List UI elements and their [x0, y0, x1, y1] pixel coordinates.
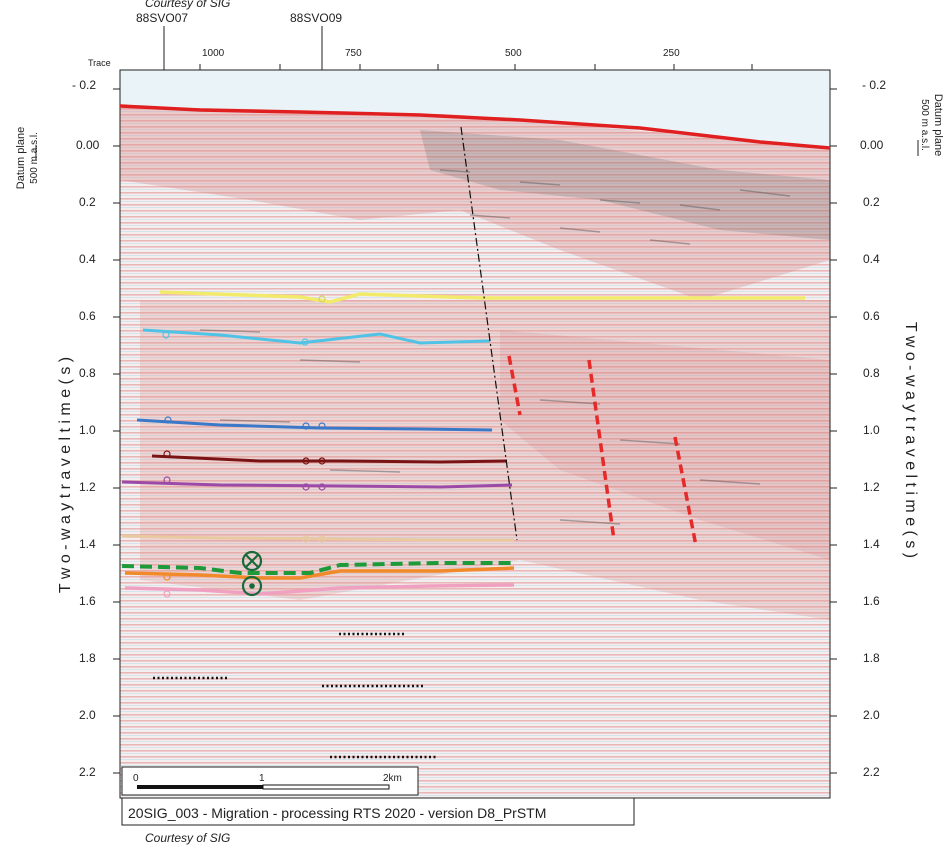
scale-bar-label: 1 [259, 773, 265, 784]
scale-bar-label: 2km [383, 773, 402, 784]
well-tie-markers [162, 295, 326, 598]
fault-red-dashed [507, 355, 522, 416]
scale-bar: 0 1 2km [121, 766, 419, 796]
time-tick-label: 1.6 [79, 594, 96, 608]
horizon-purple [121, 480, 513, 489]
time-tick-label: 1.8 [79, 651, 96, 665]
caption-box: 20SIG_003 - Migration - processing RTS 2… [121, 797, 635, 826]
trace-tick-label: 250 [663, 48, 680, 59]
trace-tick-label: 500 [505, 48, 522, 59]
well-88svo09-label: 88SVO09 [290, 11, 342, 25]
time-tick-label: 2.2 [863, 765, 880, 779]
time-tick-label: 1.4 [863, 537, 880, 551]
fault-red-dashed [673, 436, 698, 547]
time-tick-label: 0.00 [860, 138, 884, 152]
deep-reflector-dotted [153, 632, 438, 759]
topography-line [119, 104, 831, 150]
left-time-ticks [113, 88, 120, 774]
horizon-maroon [151, 454, 508, 464]
datum-plane-right: Datum plane 500 m a.s.l. [919, 94, 944, 156]
horizon-yellow [159, 290, 805, 304]
svg-text:Datum plane: Datum plane [932, 94, 944, 156]
trace-tick-label: 750 [345, 48, 362, 59]
time-tick-label: 0.6 [79, 309, 96, 323]
time-tick-label: 0.6 [863, 309, 880, 323]
right-time-ticks [830, 88, 837, 774]
courtesy-bottom-label: Courtesy of SIG [145, 831, 230, 845]
time-tick-label: - 0.2 [72, 78, 96, 92]
left-time-labels: - 0.2 0.00 0.2 0.4 0.6 0.8 1.0 1.2 1.4 1… [72, 78, 100, 779]
time-tick-label: 1.6 [863, 594, 880, 608]
time-tick-label: - 0.2 [862, 78, 886, 92]
well-88svo07-label: 88SVO07 [136, 11, 188, 25]
horizon-cyan [142, 328, 491, 345]
time-tick-label: 1.0 [79, 423, 96, 437]
datum-plane-left: Datum plane 500 m a.s.l. [15, 127, 40, 189]
left-axis-title: T w o - w a y t r a v e l t i m e ( s ) [57, 357, 74, 593]
trace-tick-marks [199, 64, 753, 70]
horizon-pink [124, 583, 515, 596]
svg-text:Datum plane: Datum plane [15, 127, 27, 189]
time-tick-label: 0.8 [79, 366, 96, 380]
time-tick-label: 0.2 [863, 195, 880, 209]
scale-bar-label: 0 [133, 773, 139, 784]
time-tick-label: 2.0 [863, 708, 880, 722]
time-tick-label: 0.8 [863, 366, 880, 380]
horizon-orange [124, 566, 515, 580]
time-tick-label: 0.00 [76, 138, 100, 152]
right-time-labels: - 0.2 0.00 0.2 0.4 0.6 0.8 1.0 1.2 1.4 1… [860, 78, 886, 779]
time-tick-label: 1.0 [863, 423, 880, 437]
time-tick-label: 2.0 [79, 708, 96, 722]
time-tick-label: 0.2 [79, 195, 96, 209]
seismic-image [120, 70, 830, 798]
time-tick-label: 2.2 [79, 765, 96, 779]
trace-tick-label: 1000 [202, 48, 225, 59]
courtesy-top-label: Courtesy of SIG [145, 0, 230, 10]
time-tick-label: 1.8 [863, 651, 880, 665]
time-tick-label: 0.4 [79, 252, 96, 266]
time-tick-label: 1.2 [79, 480, 96, 494]
caption-text: 20SIG_003 - Migration - processing RTS 2… [128, 805, 546, 821]
fault-red-dashed [587, 359, 616, 541]
circle-cross-icon [241, 550, 263, 572]
time-tick-label: 1.4 [79, 537, 96, 551]
horizon-tan [121, 534, 514, 542]
svg-text:500 m a.s.l.: 500 m a.s.l. [919, 99, 930, 151]
main-fault-line [460, 126, 518, 541]
svg-text:500 m a.s.l.: 500 m a.s.l. [29, 132, 40, 184]
time-tick-label: 0.4 [863, 252, 880, 266]
right-axis-title: T w o - w a y t r a v e l t i m e ( s ) [902, 322, 919, 558]
circle-dot-icon [241, 575, 263, 597]
horizon-green-dashed [121, 561, 514, 575]
time-tick-label: 1.2 [863, 480, 880, 494]
trace-axis-label: Trace [88, 58, 111, 68]
